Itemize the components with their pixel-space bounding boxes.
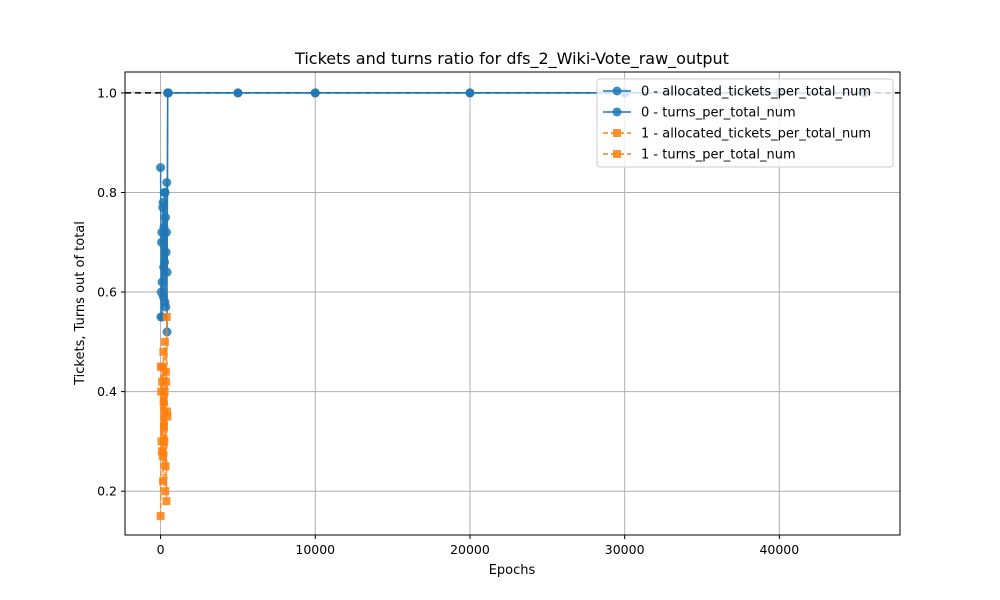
ticks: 0 10000 20000 30000 40000 0.2 0.4 0.6 0.8 1.0 (97, 85, 799, 557)
data-point (161, 487, 170, 496)
data-point (160, 257, 170, 267)
data-point (159, 422, 168, 431)
legend-label: 1 - allocated_tickets_per_total_num (641, 127, 871, 142)
x-tick-label: 0 (157, 542, 165, 557)
data-point (158, 292, 168, 302)
legend-item: 0 - allocated_tickets_per_total_num (603, 85, 871, 100)
data-point (157, 437, 166, 446)
series-3 (156, 347, 172, 506)
data-point (158, 202, 168, 212)
legend-label: 1 - turns_per_total_num (641, 148, 796, 163)
data-point (160, 337, 169, 346)
data-point (157, 277, 167, 287)
data-point (157, 237, 167, 247)
data-point (162, 267, 172, 277)
y-tick-label: 1.0 (97, 85, 117, 100)
data-point (157, 447, 166, 456)
x-tick-label: 10000 (295, 542, 335, 557)
data-point (163, 407, 172, 416)
legend-marker (612, 107, 622, 117)
legend: 0 - allocated_tickets_per_total_num 0 - t… (596, 78, 894, 168)
data-point (233, 88, 243, 98)
y-tick-label: 0.6 (97, 285, 117, 300)
legend-item: 0 - turns_per_total_num (603, 106, 796, 121)
legend-frame (596, 78, 894, 168)
legend-label: 0 - turns_per_total_num (641, 106, 796, 121)
data-point (159, 347, 168, 356)
y-tick-label: 0.4 (97, 384, 117, 399)
data-point (161, 227, 171, 237)
data-point (158, 452, 167, 461)
data-point (465, 88, 475, 98)
y-tick-label: 0.2 (97, 484, 117, 499)
data-point (159, 477, 168, 486)
plot-frame (124, 71, 901, 536)
x-tick-label: 30000 (605, 542, 645, 557)
legend-marker (613, 129, 621, 137)
x-tick-label: 40000 (759, 542, 799, 557)
data-point (162, 497, 171, 506)
data-point (162, 312, 171, 321)
legend-marker (612, 86, 622, 96)
legend-item: 1 - turns_per_total_num (603, 148, 796, 163)
data-point (310, 88, 320, 98)
data-point (156, 163, 166, 173)
legend-label: 0 - allocated_tickets_per_total_num (641, 85, 871, 100)
data-point (163, 88, 173, 98)
data-point (161, 367, 170, 376)
x-tick-label: 20000 (450, 542, 490, 557)
legend-marker (613, 150, 621, 158)
chart-title: Tickets and turns ratio for dfs_2_Wiki-V… (294, 49, 729, 69)
y-tick-label: 0.8 (97, 185, 117, 200)
data-point (160, 187, 170, 197)
legend-item: 1 - allocated_tickets_per_total_num (603, 127, 871, 142)
x-axis-label: Epochs (489, 563, 536, 578)
data-point (156, 512, 165, 521)
data-point (161, 302, 171, 312)
data-point (156, 362, 165, 371)
data-point (160, 387, 169, 396)
y-axis-label: Tickets, Turns out of total (73, 221, 88, 386)
series-layer (156, 88, 869, 521)
data-point (158, 377, 167, 386)
